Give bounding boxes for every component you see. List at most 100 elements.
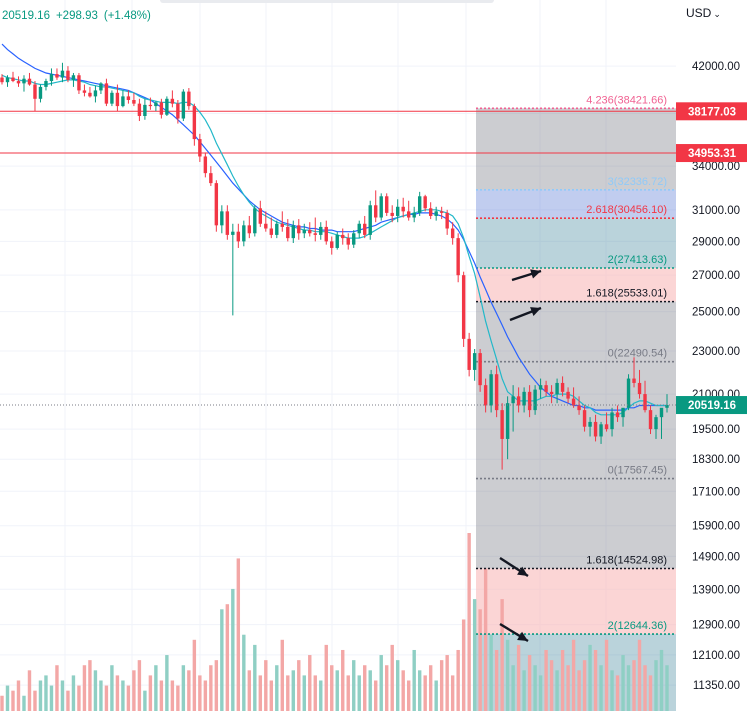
volume-bar — [110, 665, 114, 711]
volume-bar — [275, 665, 279, 711]
candle-body — [231, 231, 235, 235]
candle-body — [137, 103, 142, 116]
volume-bar — [357, 675, 361, 711]
volume-bar — [665, 665, 669, 711]
candle — [308, 222, 312, 237]
candle-body — [280, 223, 284, 227]
candle-body — [648, 410, 653, 430]
volume-bar — [77, 685, 81, 711]
candle — [82, 84, 87, 97]
candle — [121, 90, 125, 108]
fib-band-3 — [476, 189, 676, 219]
candle-body — [379, 196, 383, 218]
volume-bar — [225, 604, 230, 711]
volume-bar — [49, 685, 54, 711]
candle — [489, 369, 493, 413]
volume-bar — [341, 649, 345, 711]
volume-bar — [319, 680, 323, 711]
candle-body — [352, 233, 356, 245]
candle-body — [621, 407, 625, 418]
candle — [225, 205, 230, 240]
candle — [472, 348, 477, 381]
candle-body — [269, 228, 274, 235]
annotation-arrow — [511, 269, 542, 282]
candle — [549, 385, 554, 404]
candle — [137, 98, 142, 122]
candle-body — [132, 100, 136, 104]
volume-bar — [126, 685, 131, 711]
candle — [264, 211, 268, 232]
volume-bar — [582, 660, 587, 711]
candle — [33, 81, 37, 112]
candle-body — [604, 424, 609, 430]
volume-bar — [203, 680, 208, 711]
candle-body — [588, 421, 592, 427]
candle-body — [368, 205, 372, 235]
price-axis-tick-label: 17100.00 — [692, 486, 740, 498]
volume-bar — [286, 675, 290, 711]
volume-bar — [654, 660, 658, 711]
candle-body — [27, 78, 32, 85]
volume-bar — [511, 665, 515, 711]
volume-bar — [242, 634, 246, 711]
currency-selector[interactable]: USD ⌄ — [686, 6, 721, 20]
candle-body — [110, 92, 114, 104]
candle — [198, 133, 202, 162]
price-axis-tick-label: 18300.00 — [692, 454, 740, 466]
candle — [374, 190, 378, 223]
candle-body — [494, 374, 499, 411]
candle — [220, 205, 224, 234]
volume-bar — [198, 675, 202, 711]
candle-body — [341, 234, 345, 239]
volume-bar — [374, 680, 378, 711]
volume-bar — [170, 680, 175, 711]
arrow-head — [530, 269, 541, 279]
candle-body — [319, 226, 323, 235]
volume-bar — [379, 655, 383, 711]
candle — [461, 271, 466, 347]
volume-bar — [571, 639, 576, 711]
candle-body — [363, 223, 367, 235]
volume-bar — [637, 639, 642, 711]
candle-body — [44, 81, 48, 87]
volume-bar — [121, 680, 125, 711]
volume-bar — [220, 609, 224, 711]
fib-band-lower-base — [476, 478, 676, 569]
volume-bar — [181, 665, 186, 711]
volume-bar — [626, 665, 631, 711]
candle-body — [374, 205, 378, 218]
volume-bar — [33, 690, 37, 711]
candle-body — [626, 378, 631, 408]
top-toolbar-edge — [160, 0, 494, 3]
alert-price-tag-bg — [676, 144, 747, 163]
candle-body — [555, 382, 559, 395]
candle — [291, 220, 295, 244]
candle-body — [544, 385, 548, 392]
fib-level-label: 0(17567.45) — [608, 465, 667, 477]
volume-bar — [566, 665, 570, 711]
candle-body — [566, 391, 570, 399]
volume-bar — [132, 670, 136, 711]
volume-bar — [417, 670, 422, 711]
candle — [533, 385, 537, 415]
candle-body — [593, 421, 598, 437]
candle — [159, 98, 164, 119]
volume-bar — [588, 644, 592, 711]
candle — [16, 76, 21, 87]
volume-bar — [258, 675, 263, 711]
candle — [379, 193, 383, 221]
candle-body — [258, 208, 263, 224]
volume-bar — [632, 660, 636, 711]
candle — [637, 369, 642, 399]
legend-change: +298.93 — [55, 10, 98, 22]
candle-body — [0, 77, 4, 83]
candle-body — [511, 396, 515, 404]
candle — [604, 412, 609, 432]
currency-label: USD — [686, 6, 712, 20]
candle-body — [93, 90, 98, 97]
candle — [478, 348, 482, 392]
candle-body — [253, 208, 257, 234]
price-axis-tick-label: 14900.00 — [692, 551, 740, 563]
